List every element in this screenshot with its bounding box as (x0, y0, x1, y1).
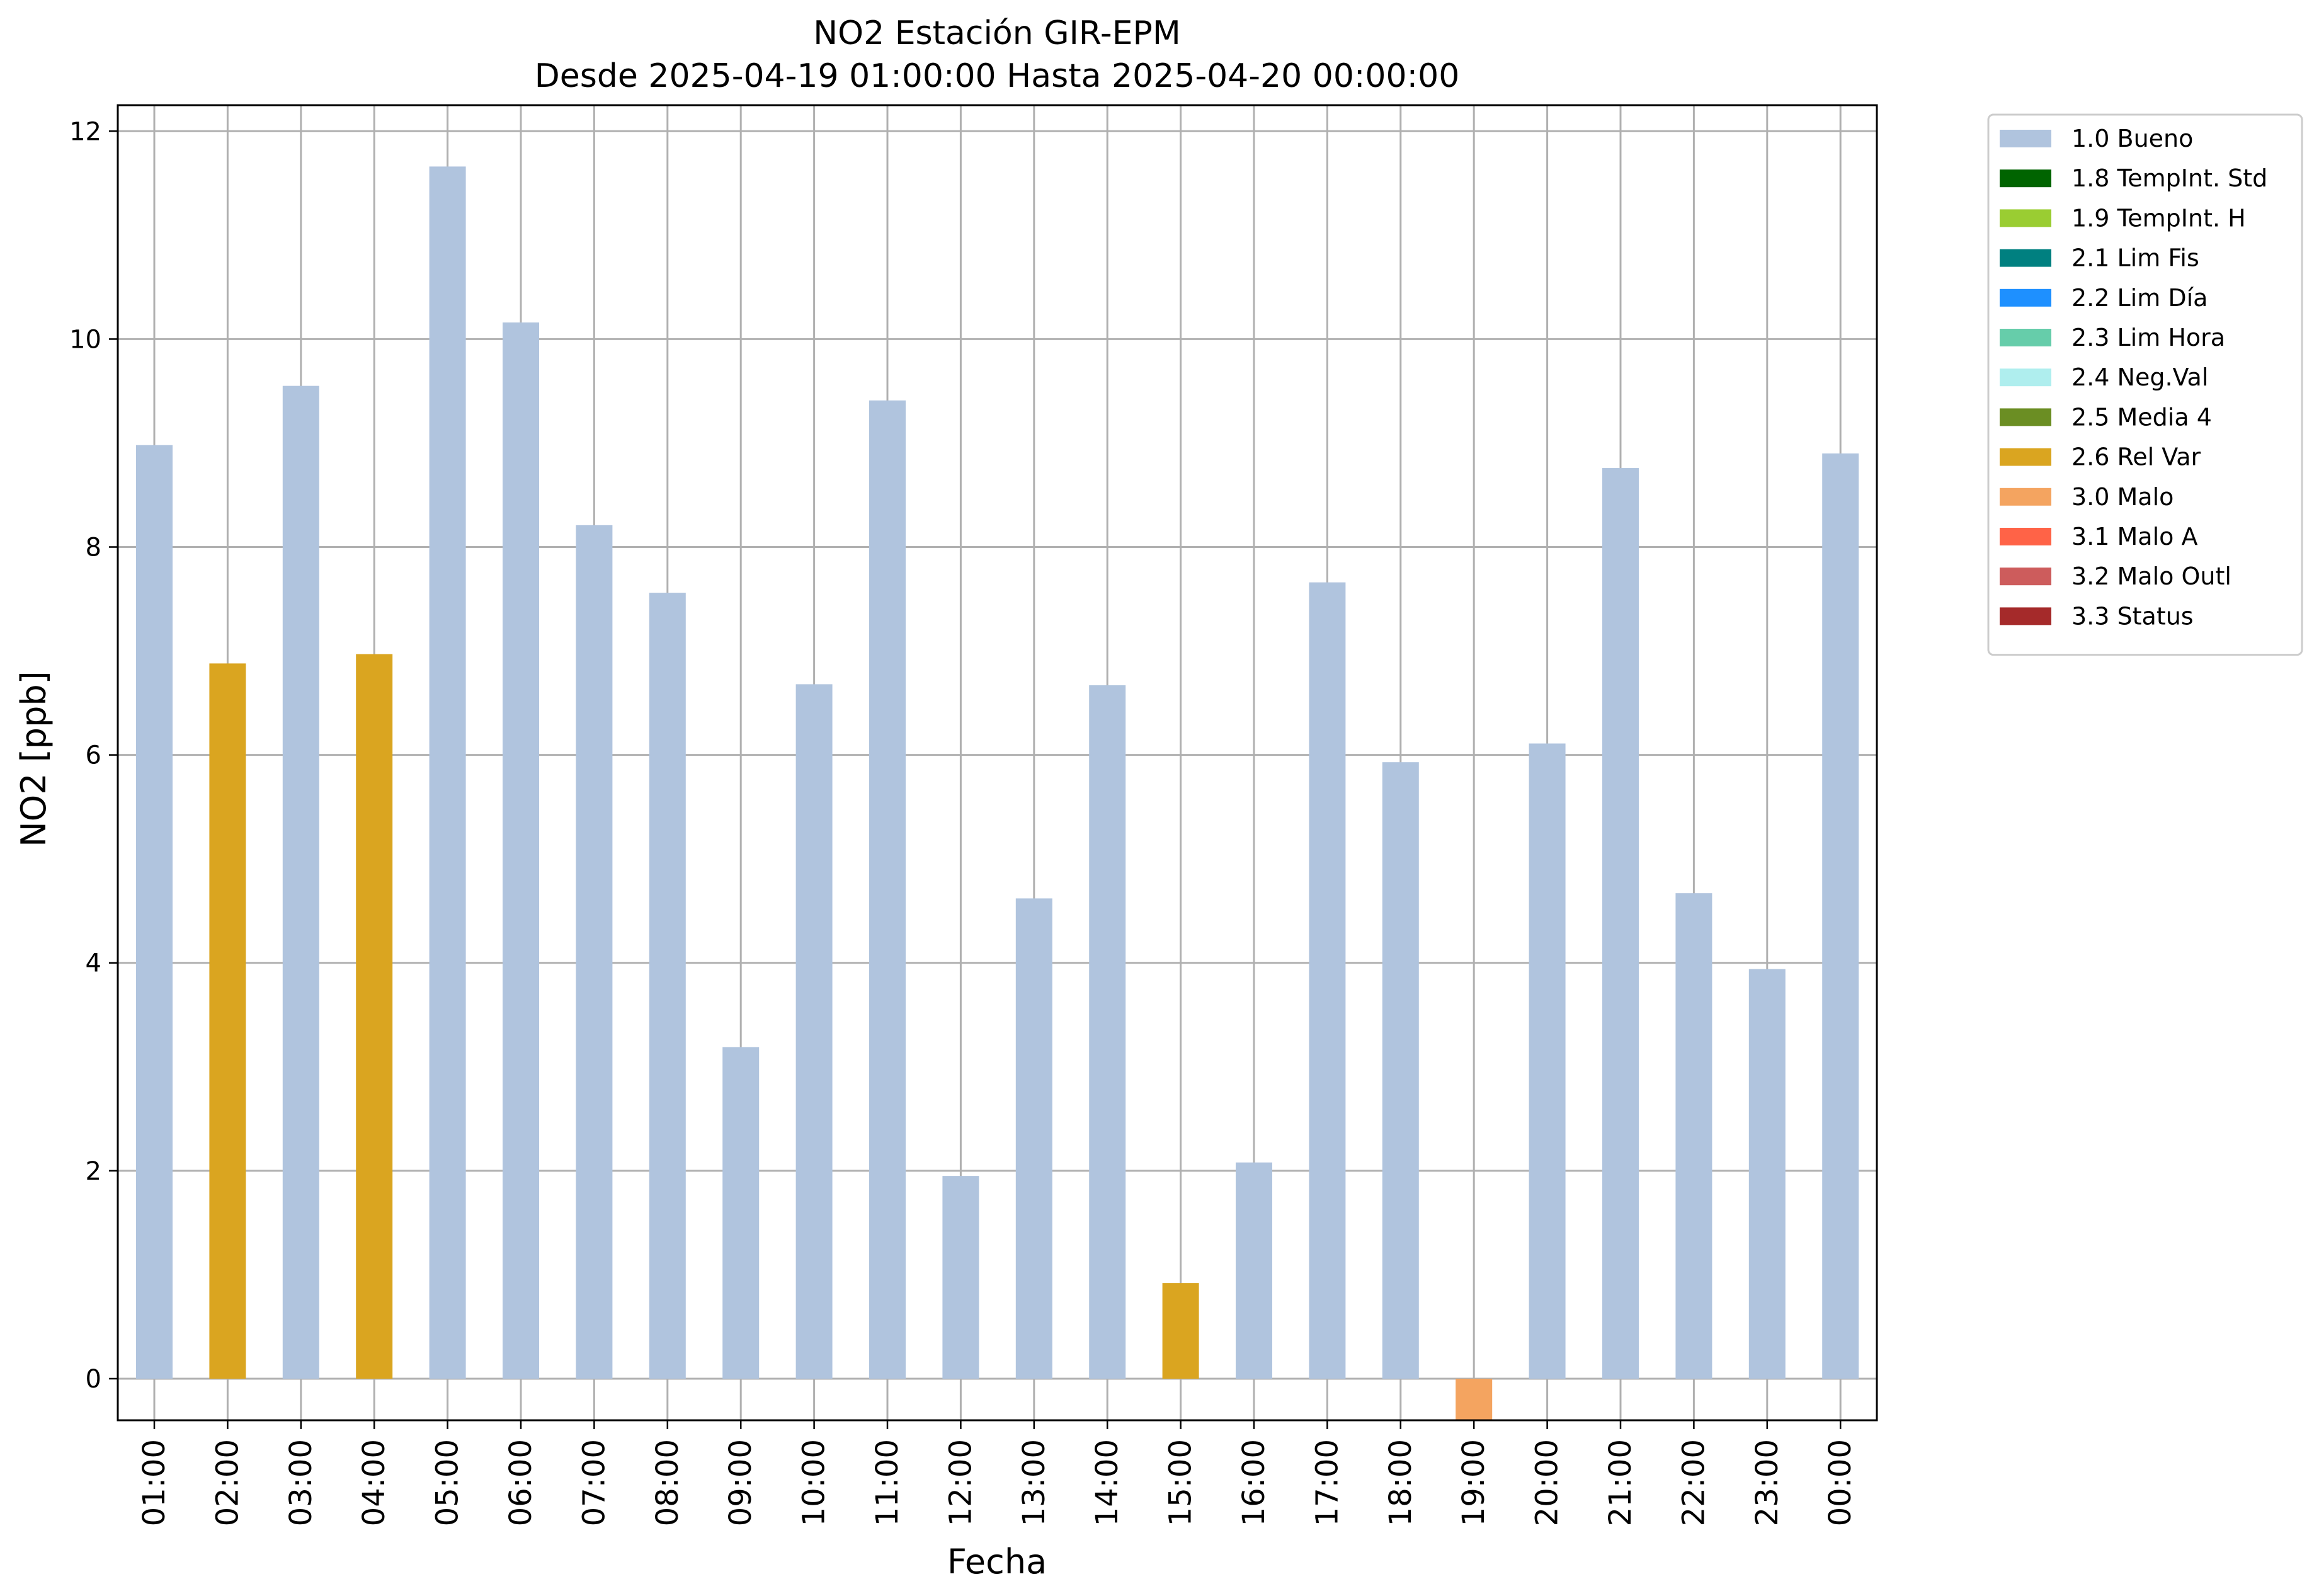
x-tick-label: 15:00 (1163, 1439, 1199, 1526)
legend-item-label: 2.4 Neg.Val (2071, 363, 2208, 391)
legend-item-label: 1.9 TempInt. H (2071, 204, 2246, 232)
y-axis-label: NO2 [ppb] (14, 671, 54, 846)
x-tick-label: 20:00 (1530, 1439, 1565, 1526)
x-axis: 01:00 02:00 03:00 04:00 05:00 06:00 07:00 08:00… (137, 1420, 1858, 1526)
legend-swatch (2000, 368, 2051, 387)
x-tick-label: 07:00 (576, 1439, 612, 1526)
x-tick-label: 02:00 (210, 1439, 245, 1526)
x-tick-label: 17:00 (1309, 1439, 1345, 1526)
x-tick-label: 06:00 (503, 1439, 538, 1526)
y-tick-label: 8 (86, 533, 101, 562)
chart-title-line-1: NO2 Estación GIR-EPM (813, 14, 1180, 52)
y-tick-label: 10 (69, 325, 101, 354)
x-tick-label: 19:00 (1456, 1439, 1491, 1526)
x-tick-label: 04:00 (356, 1439, 392, 1526)
chart-title: NO2 Estación GIR-EPM Desde 2025-04-19 01… (535, 14, 1460, 95)
bar-2100 (1602, 468, 1639, 1379)
legend-item-label: 3.1 Malo A (2071, 523, 2197, 550)
x-tick-label: 13:00 (1017, 1439, 1052, 1526)
x-tick-label: 23:00 (1750, 1439, 1785, 1526)
legend-item-label: 3.3 Status (2071, 602, 2194, 630)
legend-swatch (2000, 209, 2051, 227)
bars (136, 166, 1859, 1420)
bar-0300 (282, 385, 319, 1379)
legend-item-label: 2.5 Media 4 (2071, 403, 2212, 431)
legend-swatch (2000, 607, 2051, 625)
x-tick-label: 01:00 (137, 1439, 172, 1526)
bar-0200 (209, 663, 246, 1379)
bar-1800 (1382, 762, 1419, 1379)
legend-swatch (2000, 130, 2051, 147)
legend-item-label: 2.1 Lim Fis (2071, 244, 2199, 272)
legend-swatch (2000, 487, 2051, 506)
bar-1100 (869, 400, 906, 1379)
legend-frame (1987, 113, 2303, 656)
bar-1500 (1162, 1283, 1199, 1379)
legend-item-label: 2.3 Lim Hora (2071, 324, 2225, 351)
x-tick-label: 09:00 (723, 1439, 758, 1526)
bar-0700 (576, 525, 613, 1379)
legend-item-label: 1.0 Bueno (2071, 125, 2193, 152)
bar-0900 (722, 1047, 760, 1379)
legend: 1.0 Bueno 1.8 TempInt. Std 1.9 TempInt. H 2… (1987, 113, 2303, 656)
legend-swatch (2000, 329, 2051, 346)
y-tick-label: 0 (86, 1365, 101, 1394)
bar-0500 (429, 166, 466, 1379)
legend-item-label: 2.2 Lim Día (2071, 284, 2208, 312)
x-tick-label: 05:00 (430, 1439, 465, 1526)
bar-2200 (1675, 893, 1712, 1379)
bar-1300 (1015, 898, 1052, 1379)
x-tick-label: 11:00 (870, 1439, 905, 1526)
legend-swatch (2000, 169, 2051, 188)
x-tick-label: 10:00 (797, 1439, 832, 1526)
y-tick-label: 2 (86, 1157, 101, 1186)
y-tick-label: 12 (69, 117, 101, 146)
bar-0800 (649, 593, 686, 1379)
x-tick-label: 12:00 (943, 1439, 978, 1526)
bar-1900 (1456, 1378, 1493, 1420)
bar-1700 (1309, 582, 1346, 1379)
x-tick-label: 08:00 (650, 1439, 685, 1526)
x-tick-label: 22:00 (1676, 1439, 1711, 1526)
legend-swatch (2000, 408, 2051, 426)
plot-frame (117, 104, 1878, 1422)
y-tick-label: 4 (86, 949, 101, 978)
legend-item-label: 3.0 Malo (2071, 483, 2174, 511)
bar-2000 (1529, 743, 1566, 1379)
legend-swatch (2000, 567, 2051, 586)
bar-0600 (503, 322, 539, 1379)
legend-swatch (2000, 288, 2051, 307)
legend-item-label: 2.6 Rel Var (2071, 443, 2201, 471)
bar-1200 (942, 1176, 979, 1379)
y-tick-label: 6 (86, 741, 101, 770)
x-tick-label: 21:00 (1603, 1439, 1638, 1526)
legend-item-label: 1.8 TempInt. Std (2071, 164, 2267, 192)
x-tick-label: 18:00 (1383, 1439, 1418, 1526)
legend-swatch (2000, 249, 2051, 267)
bar-0000 (1822, 453, 1859, 1379)
bar-0100 (136, 445, 173, 1379)
legend-swatch (2000, 528, 2051, 545)
bar-1600 (1236, 1162, 1272, 1379)
x-axis-label: Fecha (947, 1542, 1047, 1582)
bar-1400 (1089, 685, 1126, 1379)
x-tick-label: 14:00 (1090, 1439, 1125, 1526)
bar-2300 (1748, 969, 1786, 1379)
chart-title-line-2: Desde 2025-04-19 01:00:00 Hasta 2025-04-… (535, 57, 1460, 95)
x-tick-label: 00:00 (1823, 1439, 1858, 1526)
bar-1000 (795, 684, 833, 1379)
y-axis: 0 2 4 6 8 10 12 (69, 117, 118, 1394)
legend-item-label: 3.2 Malo Outl (2071, 562, 2231, 590)
legend-swatch (2000, 448, 2051, 466)
bar-0400 (356, 654, 393, 1379)
x-tick-label: 03:00 (283, 1439, 319, 1526)
x-tick-label: 16:00 (1236, 1439, 1272, 1526)
